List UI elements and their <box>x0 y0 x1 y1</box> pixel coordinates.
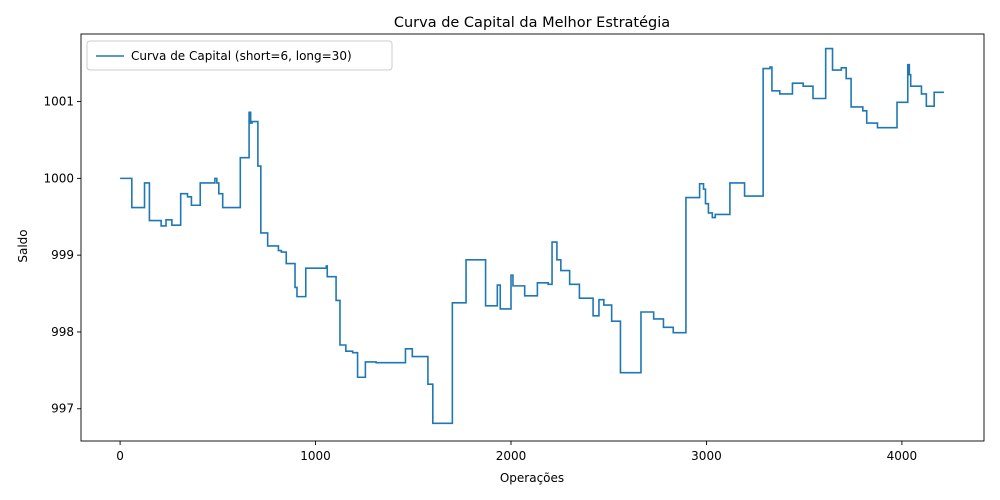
y-tick-label: 1000 <box>43 171 74 185</box>
legend-label: Curva de Capital (short=6, long=30) <box>131 49 352 63</box>
chart-title: Curva de Capital da Melhor Estratégia <box>394 15 670 31</box>
x-axis-title: Operações <box>500 471 564 485</box>
y-tick-label: 999 <box>51 248 74 262</box>
y-axis-title: Saldo <box>16 229 30 262</box>
x-tick-label: 2000 <box>496 449 527 463</box>
y-tick-label: 1001 <box>43 95 74 109</box>
y-tick-label: 997 <box>51 402 74 416</box>
legend-frame <box>86 40 393 71</box>
axes: 0 1000 2000 3000 4000 997 998 999 1000 1001 <box>43 33 985 463</box>
x-tick-label: 0 <box>116 449 124 463</box>
y-tick-label: 998 <box>51 325 74 339</box>
x-tick-label: 1000 <box>300 449 331 463</box>
x-tick-label: 4000 <box>887 449 918 463</box>
x-tick-label: 3000 <box>691 449 722 463</box>
series-line-0 <box>120 47 944 425</box>
plot-area <box>120 47 944 425</box>
plot-frame <box>80 33 985 442</box>
legend: Curva de Capital (short=6, long=30) <box>86 40 393 71</box>
